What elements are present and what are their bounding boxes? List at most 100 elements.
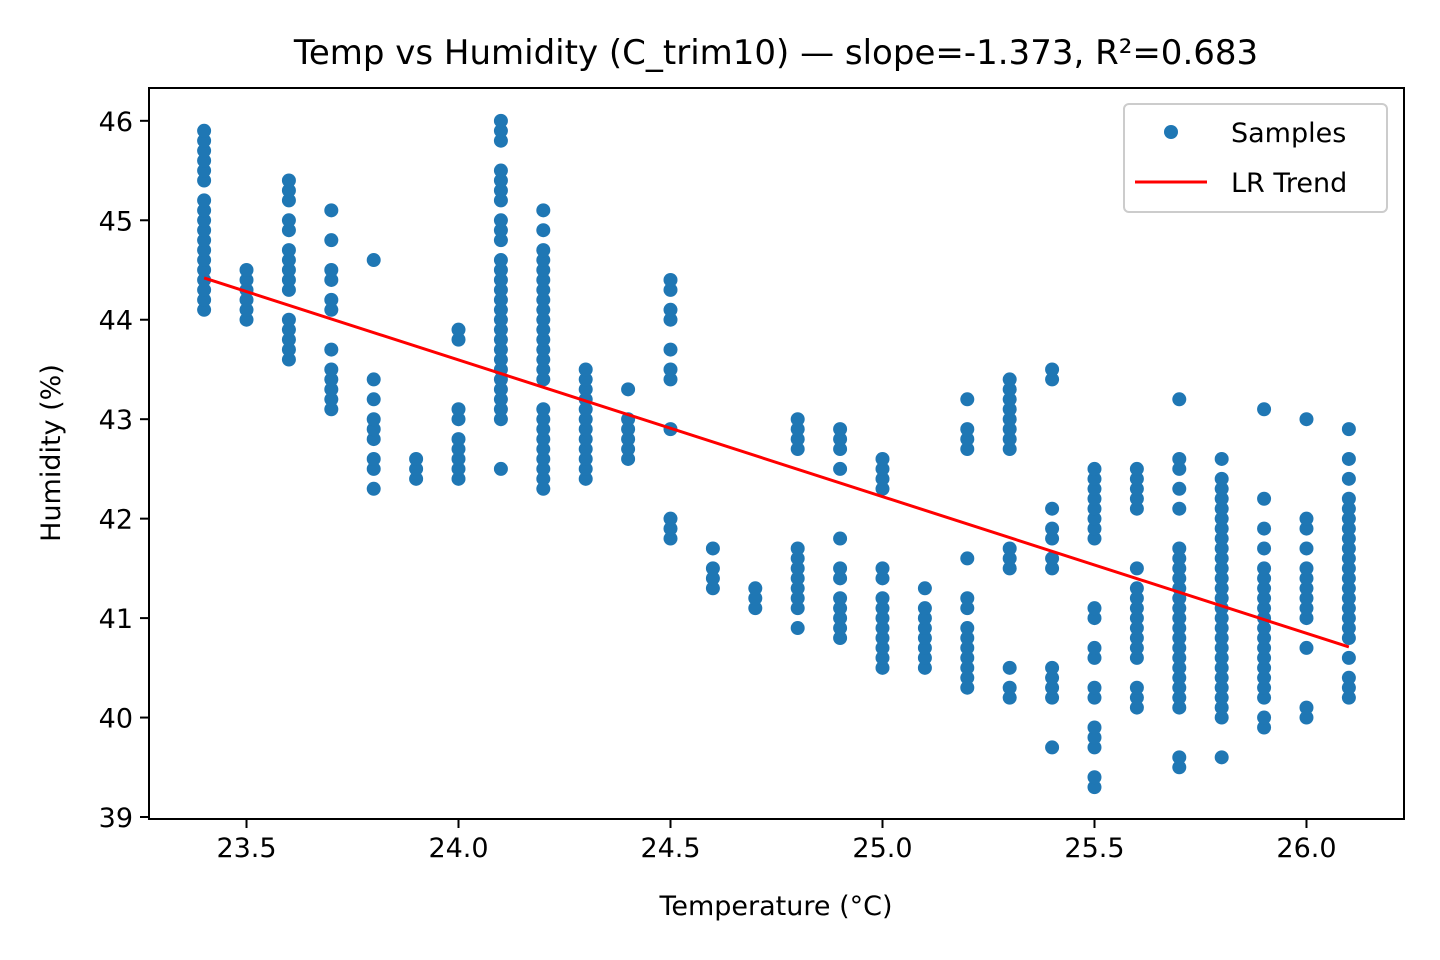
scatter-point xyxy=(1172,660,1187,675)
scatter-point xyxy=(960,670,975,685)
scatter-point xyxy=(1214,471,1229,486)
scatter-point xyxy=(960,601,975,616)
x-axis-ticks: 23.5 24.0 24.5 25.0 25.5 26.0 xyxy=(216,819,1337,864)
scatter-point xyxy=(833,571,848,586)
scatter-point xyxy=(1214,710,1229,725)
scatter-point xyxy=(1172,461,1187,476)
scatter-point xyxy=(1257,491,1272,506)
scatter-point xyxy=(790,561,805,576)
scatter-point xyxy=(281,253,296,268)
scatter-point xyxy=(748,581,763,596)
scatter-point xyxy=(1341,422,1356,437)
scatter-point xyxy=(875,650,890,665)
scatter-point xyxy=(1257,640,1272,655)
scatter-point xyxy=(281,272,296,287)
scatter-point xyxy=(1087,601,1102,616)
scatter-point xyxy=(790,591,805,606)
scatter-point xyxy=(1214,541,1229,556)
scatter-point xyxy=(1214,511,1229,526)
scatter-point xyxy=(366,392,381,407)
scatter-point xyxy=(1129,561,1144,576)
scatter-point xyxy=(536,481,551,496)
scatter-point xyxy=(536,362,551,377)
scatter-point xyxy=(833,461,848,476)
scatter-point xyxy=(281,352,296,367)
scatter-point xyxy=(197,243,212,258)
scatter-point xyxy=(960,432,975,447)
y-axis-ticks: 39 40 41 42 43 44 45 46 xyxy=(99,107,149,834)
scatter-point xyxy=(1214,611,1229,626)
x-tick-label: 25.0 xyxy=(852,833,912,864)
scatter-point xyxy=(493,392,508,407)
scatter-point xyxy=(875,591,890,606)
scatter-point xyxy=(663,312,678,327)
scatter-point xyxy=(281,322,296,337)
scatter-point xyxy=(1214,451,1229,466)
legend-box xyxy=(1123,103,1388,213)
scatter-point xyxy=(1299,571,1314,586)
scatter-point xyxy=(1087,611,1102,626)
trend-line-layer xyxy=(203,276,1350,649)
scatter-point xyxy=(960,680,975,695)
scatter-point xyxy=(1257,571,1272,586)
scatter-point xyxy=(536,402,551,417)
scatter-point xyxy=(493,113,508,128)
scatter-point xyxy=(451,442,466,457)
scatter-point xyxy=(1172,541,1187,556)
scatter-point xyxy=(197,213,212,228)
scatter-point xyxy=(324,233,339,248)
scatter-point xyxy=(1045,660,1060,675)
scatter-point xyxy=(705,541,720,556)
scatter-point xyxy=(536,272,551,287)
scatter-point xyxy=(1214,571,1229,586)
scatter-point xyxy=(1087,720,1102,735)
scatter-point xyxy=(917,630,932,645)
scatter-point xyxy=(1214,630,1229,645)
scatter-point xyxy=(790,432,805,447)
scatter-point xyxy=(1341,551,1356,566)
scatter-point xyxy=(324,292,339,307)
scatter-point xyxy=(621,422,636,437)
scatter-point xyxy=(324,362,339,377)
scatter-point xyxy=(875,461,890,476)
scatter-point xyxy=(917,640,932,655)
scatter-point xyxy=(1299,591,1314,606)
scatter-point xyxy=(1172,561,1187,576)
scatter-point xyxy=(324,342,339,357)
scatter-point xyxy=(833,531,848,546)
scatter-point xyxy=(536,203,551,218)
scatter-point xyxy=(1002,402,1017,417)
scatter-point xyxy=(493,412,508,427)
scatter-point xyxy=(1214,531,1229,546)
scatter-point xyxy=(493,382,508,397)
scatter-point xyxy=(366,372,381,387)
scatter-point xyxy=(493,133,508,148)
scatter-point xyxy=(833,601,848,616)
scatter-point xyxy=(197,282,212,297)
scatter-point xyxy=(1172,611,1187,626)
scatter-point xyxy=(1341,690,1356,705)
scatter-point xyxy=(197,193,212,208)
scatter-point xyxy=(1299,601,1314,616)
scatter-point xyxy=(493,263,508,278)
scatter-point xyxy=(1214,680,1229,695)
scatter-point xyxy=(1299,521,1314,536)
scatter-point xyxy=(790,621,805,636)
scatter-point xyxy=(917,660,932,675)
scatter-point xyxy=(1257,402,1272,417)
scatter-point xyxy=(1087,740,1102,755)
scatter-point xyxy=(366,422,381,437)
scatter-point xyxy=(960,392,975,407)
y-tick-label: 43 xyxy=(99,405,133,436)
scatter-point xyxy=(1172,392,1187,407)
scatter-point xyxy=(663,531,678,546)
scatter-point xyxy=(451,412,466,427)
scatter-point xyxy=(1214,481,1229,496)
scatter-point xyxy=(1045,670,1060,685)
scatter-point xyxy=(1172,551,1187,566)
scatter-point xyxy=(1341,471,1356,486)
y-tick-label: 40 xyxy=(99,704,133,735)
scatter-point xyxy=(790,442,805,457)
scatter-point xyxy=(1172,700,1187,715)
scatter-point xyxy=(493,332,508,347)
